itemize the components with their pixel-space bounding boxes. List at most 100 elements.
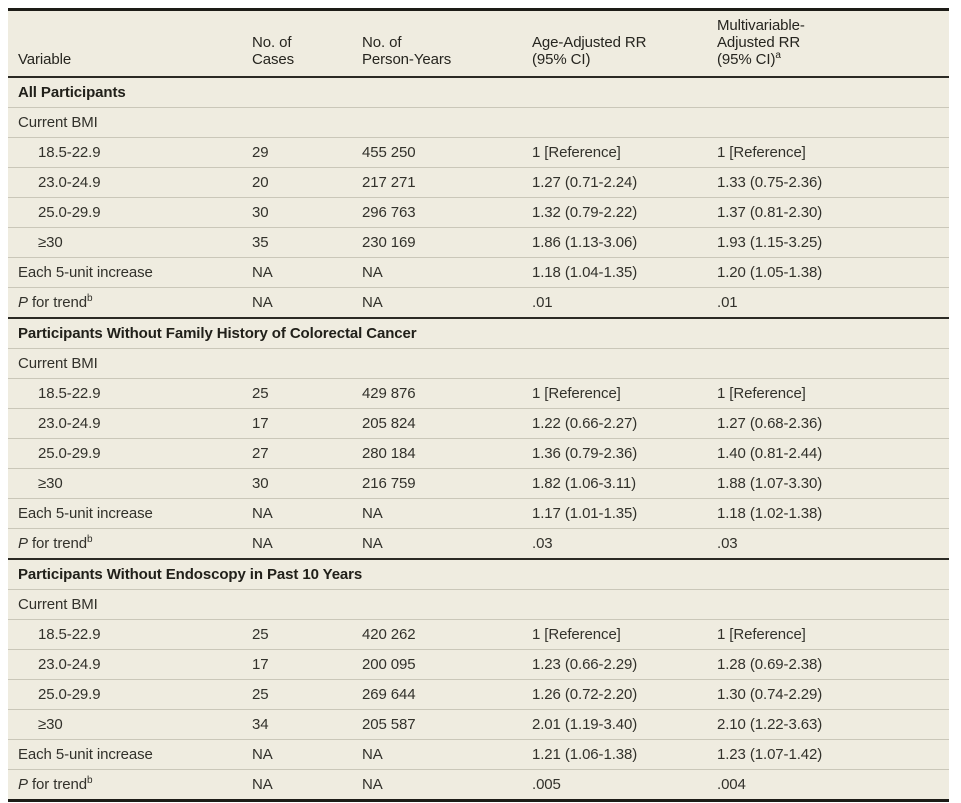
row-label: 18.5-22.9: [38, 626, 101, 643]
data-cell: NA: [362, 535, 383, 552]
data-cell: NA: [252, 746, 273, 763]
data-cell: .03: [717, 535, 738, 552]
col-header-person-years: No. of Person-Years: [358, 9, 528, 78]
row-label: ≥30: [38, 234, 63, 251]
section-title: All Participants: [18, 84, 126, 101]
data-cell: 205 824: [362, 415, 416, 432]
data-cell: 1.20 (1.05-1.38): [717, 264, 823, 281]
data-cell: 27: [252, 445, 269, 462]
row-label: ≥30: [38, 475, 63, 492]
data-cell: NA: [362, 264, 383, 281]
table-row: 18.5-22.9 25 420 262 1 [Reference] 1 [Refere…: [8, 619, 949, 650]
data-cell: 1 [Reference]: [717, 144, 806, 161]
data-cell: NA: [362, 776, 383, 793]
data-cell: [248, 590, 358, 620]
data-cell: 216 759: [362, 475, 416, 492]
table-row: P for trendb NA NA .01 .01: [8, 287, 949, 319]
data-cell: NA: [252, 535, 273, 552]
data-cell: 2.10 (1.22-3.63): [717, 716, 823, 733]
data-cell: 429 876: [362, 385, 416, 402]
data-cell: 30: [252, 475, 269, 492]
table-row: P for trendb NA NA .03 .03: [8, 528, 949, 560]
table-row: Current BMI: [8, 589, 949, 620]
data-cell: 200 095: [362, 656, 416, 673]
table-row: ≥30 34 205 587 2.01 (1.19-3.40) 2.10 (1.22-3…: [8, 709, 949, 740]
table-row: 18.5-22.9 25 429 876 1 [Reference] 1 [Refere…: [8, 378, 949, 409]
data-cell: [358, 349, 528, 379]
data-cell: NA: [362, 505, 383, 522]
risk-table: Variable No. of Cases No. of Person-Year…: [8, 8, 949, 802]
data-cell: 1.36 (0.79-2.36): [532, 445, 638, 462]
table-row: 25.0-29.9 30 296 763 1.32 (0.79-2.22) 1.37 (…: [8, 197, 949, 228]
data-cell: 1.27 (0.68-2.36): [717, 415, 823, 432]
row-label: P for trendb: [18, 775, 93, 794]
table-row: Current BMI: [8, 348, 949, 379]
data-cell: 1.82 (1.06-3.11): [532, 475, 637, 492]
table-row: P for trendb NA NA .005 .004: [8, 769, 949, 801]
data-cell: 455 250: [362, 144, 416, 161]
row-label: ≥30: [38, 716, 63, 733]
section-row: Participants Without Endoscopy in Past 1…: [8, 559, 949, 590]
data-cell: [713, 590, 949, 620]
col-header-age-adjusted-rr: Age-Adjusted RR (95% CI): [528, 9, 713, 78]
data-cell: 1.22 (0.66-2.27): [532, 415, 638, 432]
table-row: 25.0-29.9 27 280 184 1.36 (0.79-2.36) 1.40 (…: [8, 438, 949, 469]
data-cell: 1 [Reference]: [717, 626, 806, 643]
table-row: ≥30 30 216 759 1.82 (1.06-3.11) 1.88 (1.07-3…: [8, 468, 949, 499]
data-cell: NA: [252, 776, 273, 793]
data-cell: NA: [252, 505, 273, 522]
data-cell: [528, 590, 713, 620]
data-cell: .03: [532, 535, 553, 552]
data-cell: .004: [717, 776, 746, 793]
data-cell: 1.17 (1.01-1.35): [532, 505, 638, 522]
row-label: Each 5-unit increase: [18, 746, 153, 763]
data-cell: [528, 349, 713, 379]
data-cell: 1.23 (0.66-2.29): [532, 656, 638, 673]
data-cell: 1 [Reference]: [717, 385, 806, 402]
footnote-marker-b: b: [86, 534, 93, 545]
data-cell: 1.18 (1.02-1.38): [717, 505, 823, 522]
data-cell: 17: [252, 415, 269, 432]
data-cell: 1.21 (1.06-1.38): [532, 746, 638, 763]
data-cell: 1 [Reference]: [532, 626, 621, 643]
data-cell: 1.40 (0.81-2.44): [717, 445, 823, 462]
section-title: Participants Without Family History of C…: [18, 325, 417, 342]
data-cell: NA: [362, 294, 383, 311]
col-header-multivariable-label: Multivariable- Adjusted RR (95% CI): [717, 17, 805, 68]
data-cell: 1 [Reference]: [532, 144, 621, 161]
section-row: Participants Without Family History of C…: [8, 318, 949, 349]
data-cell: 2.01 (1.19-3.40): [532, 716, 638, 733]
row-label: 18.5-22.9: [38, 144, 101, 161]
data-cell: [713, 349, 949, 379]
table-row: 23.0-24.9 17 205 824 1.22 (0.66-2.27) 1.27 (…: [8, 408, 949, 439]
row-label: Current BMI: [18, 596, 98, 613]
data-cell: 25: [252, 385, 269, 402]
table-row: Each 5-unit increase NA NA 1.18 (1.04-1.35)…: [8, 257, 949, 288]
footnote-marker-b: b: [86, 293, 93, 304]
data-cell: [358, 590, 528, 620]
data-cell: 280 184: [362, 445, 416, 462]
italic-p: P: [18, 776, 28, 793]
row-label: Current BMI: [18, 355, 98, 372]
data-cell: NA: [362, 746, 383, 763]
data-cell: 1.93 (1.15-3.25): [717, 234, 823, 251]
data-cell: 269 644: [362, 686, 416, 703]
footnote-marker-b: b: [86, 775, 93, 786]
data-cell: 1.30 (0.74-2.29): [717, 686, 823, 703]
table-row: 25.0-29.9 25 269 644 1.26 (0.72-2.20) 1.30 (…: [8, 679, 949, 710]
data-cell: 296 763: [362, 204, 416, 221]
table-row: 23.0-24.9 20 217 271 1.27 (0.71-2.24) 1.33 (…: [8, 167, 949, 198]
data-cell: .01: [717, 294, 738, 311]
data-cell: [358, 108, 528, 138]
data-cell: 30: [252, 204, 269, 221]
row-label: 23.0-24.9: [38, 656, 101, 673]
data-cell: 230 169: [362, 234, 416, 251]
row-label: 23.0-24.9: [38, 415, 101, 432]
data-cell: 25: [252, 626, 269, 643]
table-row: Current BMI: [8, 107, 949, 138]
section-row: All Participants: [8, 77, 949, 108]
data-cell: [713, 108, 949, 138]
row-label: 18.5-22.9: [38, 385, 101, 402]
data-cell: 1.28 (0.69-2.38): [717, 656, 823, 673]
